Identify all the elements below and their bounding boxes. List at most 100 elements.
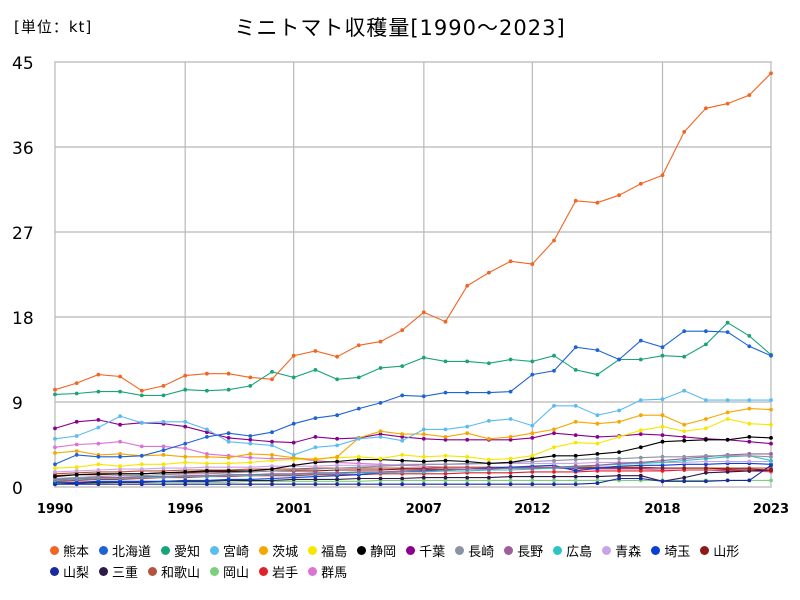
data-point xyxy=(161,453,166,457)
data-point xyxy=(248,465,253,470)
data-point xyxy=(356,465,361,470)
data-point xyxy=(205,371,209,376)
plot-frame xyxy=(54,61,772,488)
data-point xyxy=(421,394,426,399)
data-point xyxy=(747,467,752,471)
legend-label: 岩手 xyxy=(272,565,299,581)
data-point xyxy=(270,430,274,435)
data-point xyxy=(313,482,318,487)
data-point xyxy=(183,478,188,483)
data-point xyxy=(248,441,253,446)
data-point xyxy=(552,458,556,463)
data-point xyxy=(725,417,730,421)
legend-item: 熊本 xyxy=(50,541,90,560)
data-point xyxy=(660,397,665,402)
data-point xyxy=(313,464,318,469)
data-point xyxy=(508,435,513,439)
data-point xyxy=(183,441,188,446)
series-長崎 xyxy=(53,453,773,481)
legend-item: 和歌山 xyxy=(148,562,200,581)
data-point xyxy=(725,398,730,402)
data-point xyxy=(552,482,556,487)
data-point xyxy=(573,403,578,408)
data-point xyxy=(226,482,231,487)
data-point xyxy=(465,390,470,395)
series-茨城 xyxy=(53,406,773,462)
axes: 0 9 18 27 36 45 1990 1996 2001 2007 2012 2018 2023 xyxy=(12,54,789,517)
data-point xyxy=(356,343,361,348)
data-point xyxy=(96,425,101,430)
x-tick-label: 2018 xyxy=(644,502,680,517)
data-point xyxy=(704,459,708,464)
data-point xyxy=(443,453,448,458)
legend-label: 熊本 xyxy=(63,544,90,560)
data-point xyxy=(270,377,274,382)
data-point xyxy=(118,452,122,456)
data-point xyxy=(270,482,274,487)
data-point xyxy=(421,427,426,432)
data-point xyxy=(118,471,122,476)
data-point xyxy=(443,437,448,442)
data-point xyxy=(443,462,448,467)
data-point xyxy=(400,328,405,333)
data-point xyxy=(638,466,643,470)
legend-label: 愛知 xyxy=(174,544,201,560)
data-point xyxy=(530,456,535,461)
data-point xyxy=(595,421,600,426)
data-point xyxy=(660,458,665,463)
data-point xyxy=(638,338,643,343)
data-point xyxy=(421,462,426,467)
data-point xyxy=(226,371,231,376)
data-point xyxy=(682,388,687,393)
data-point xyxy=(660,424,665,429)
data-point xyxy=(704,462,708,467)
data-point xyxy=(118,439,122,444)
data-point xyxy=(769,407,773,412)
data-point xyxy=(552,461,556,466)
legend-label: 静岡 xyxy=(370,544,397,560)
data-point xyxy=(74,480,79,485)
data-point xyxy=(508,259,513,264)
data-point xyxy=(487,361,491,366)
y-tick-label: 36 xyxy=(12,139,34,159)
legend-label: 長崎 xyxy=(468,544,495,560)
data-point xyxy=(74,391,79,396)
data-point xyxy=(660,353,665,358)
data-point xyxy=(530,478,535,483)
data-point xyxy=(443,475,448,480)
data-point xyxy=(226,439,231,444)
legend-marker xyxy=(553,545,563,555)
y-tick-label: 45 xyxy=(12,54,34,74)
data-point xyxy=(356,436,361,441)
legend-item: 長野 xyxy=(504,541,543,560)
data-point xyxy=(443,458,448,463)
data-point xyxy=(74,453,79,457)
data-point xyxy=(96,372,101,377)
data-point xyxy=(400,438,405,443)
data-point xyxy=(617,473,621,478)
data-point xyxy=(313,416,318,420)
data-point xyxy=(421,432,426,436)
legend-item: 埼玉 xyxy=(651,541,690,560)
data-point xyxy=(747,435,752,439)
data-point xyxy=(508,460,513,465)
data-point xyxy=(183,424,188,429)
data-point xyxy=(335,466,339,470)
data-point xyxy=(443,427,448,432)
data-point xyxy=(660,439,665,444)
data-point xyxy=(226,387,231,392)
data-point xyxy=(747,459,752,464)
data-point xyxy=(725,467,730,471)
data-point xyxy=(487,419,491,423)
data-point xyxy=(660,466,665,470)
data-point xyxy=(205,452,209,456)
data-point xyxy=(660,454,665,459)
data-point xyxy=(595,413,600,418)
data-point xyxy=(291,421,296,426)
data-point xyxy=(378,470,383,474)
legend-label: 三重 xyxy=(112,565,139,581)
data-point xyxy=(74,442,79,447)
data-point xyxy=(617,357,621,362)
data-point xyxy=(552,427,556,432)
data-point xyxy=(139,453,144,458)
